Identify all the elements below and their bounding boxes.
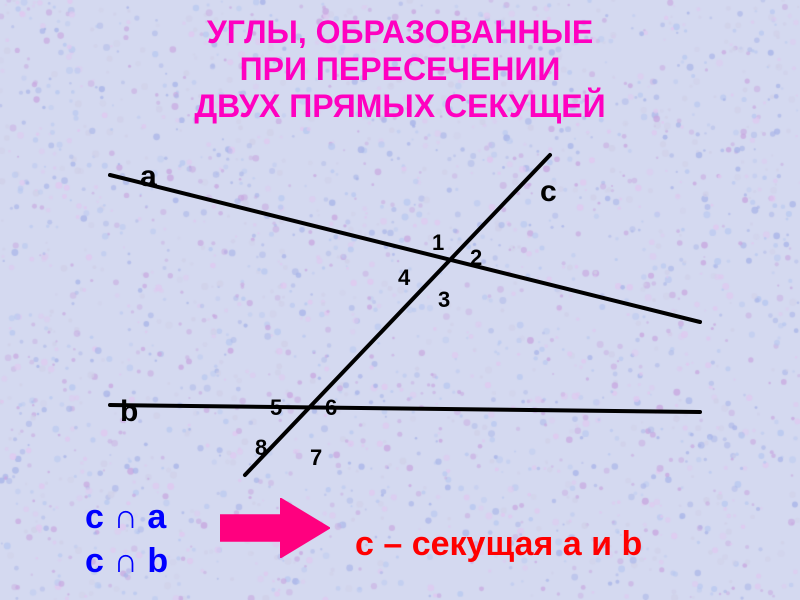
line-label-a: a xyxy=(140,160,157,194)
formula-1: c ∩ a xyxy=(85,498,166,537)
conclusion-text: с – секущая a и b xyxy=(355,525,642,564)
formula-2: c ∩ b xyxy=(85,542,168,581)
line-label-b: b xyxy=(120,395,138,429)
line-c xyxy=(245,155,550,475)
line-a xyxy=(110,175,700,322)
angle-label-1: 1 xyxy=(432,230,444,256)
slide: УГЛЫ, ОБРАЗОВАННЫЕ ПРИ ПЕРЕСЕЧЕНИИ ДВУХ … xyxy=(0,0,800,600)
angle-label-7: 7 xyxy=(310,445,322,471)
angle-label-5: 5 xyxy=(270,395,282,421)
angle-label-3: 3 xyxy=(438,287,450,313)
implication-arrow xyxy=(220,498,330,558)
angle-label-4: 4 xyxy=(398,265,410,291)
angle-label-6: 6 xyxy=(325,395,337,421)
arrow-shape xyxy=(220,498,330,558)
line-label-c: c xyxy=(540,175,557,209)
angle-label-2: 2 xyxy=(470,245,482,271)
line-b xyxy=(110,405,700,412)
angle-label-8: 8 xyxy=(255,435,267,461)
